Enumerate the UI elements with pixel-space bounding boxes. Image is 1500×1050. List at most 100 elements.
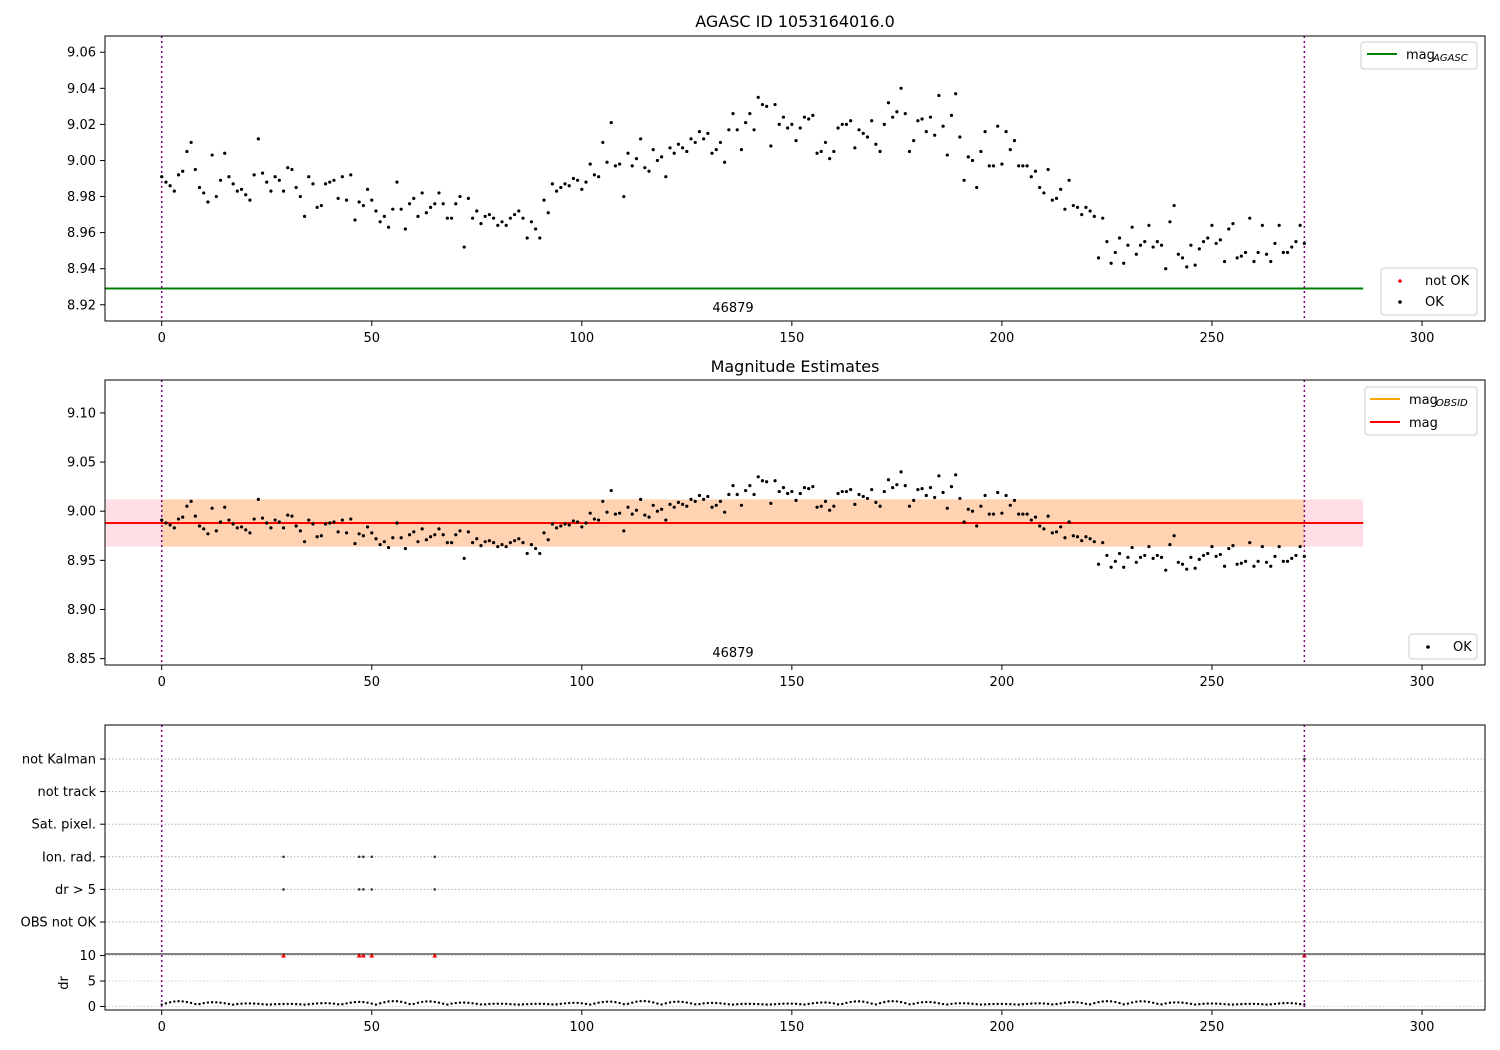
panel-3-dr-point	[488, 1002, 491, 1006]
panel-3-dr-point	[899, 1000, 903, 1004]
panel-2-point	[260, 516, 265, 520]
panel-1-point	[374, 209, 378, 213]
panel-1-legend-upper: mag AGASC	[1360, 41, 1478, 70]
panel-2-point	[664, 518, 668, 522]
panel-1-point	[693, 140, 697, 145]
panel-1-point	[399, 207, 403, 211]
panel-1-point	[508, 216, 512, 220]
panel-3-dr-point	[1147, 1000, 1151, 1004]
panel-2-point	[1025, 512, 1029, 516]
panel-1-point	[1269, 259, 1273, 264]
panel-1-point	[475, 209, 479, 213]
panel-3-dr-point	[185, 1000, 189, 1004]
panel-2-point	[853, 502, 857, 506]
panel-1-point	[386, 225, 391, 229]
panel-2-point	[454, 533, 458, 537]
panel-2-point	[386, 545, 391, 550]
panel-2-point	[752, 492, 756, 497]
panel-3-flag-point	[433, 855, 437, 859]
panel-2-point	[828, 508, 832, 512]
panel-2-point	[424, 538, 428, 542]
panel-3-dr-point	[1164, 1002, 1167, 1005]
panel-2-point	[277, 520, 281, 524]
panel-3-dr-point	[656, 1002, 659, 1005]
panel-2-point	[1101, 541, 1105, 545]
panel-3-dr-point	[311, 1002, 315, 1006]
panel-1-point	[185, 149, 189, 154]
panel-2-point	[189, 499, 193, 503]
panel-1-point	[1063, 207, 1067, 211]
panel-3-dr-point	[815, 1001, 819, 1005]
panel-2-point	[185, 504, 189, 508]
panel-1-point	[601, 140, 605, 145]
panel-agasc: AGASC ID 1053164016.0 8.92 8.94 8.96 8.98 9.…	[67, 12, 1486, 346]
panel-3-dr-point	[929, 1000, 932, 1004]
panel-1-point	[1210, 223, 1214, 227]
panel-1-point	[462, 245, 466, 249]
panel-3-dr-point	[458, 1001, 462, 1004]
panel-3-dr-point	[286, 1002, 289, 1006]
panel-3-dr-point	[492, 1002, 495, 1005]
panel-1-point	[176, 173, 181, 177]
panel-1-point	[651, 148, 655, 152]
panel-2-point	[1105, 553, 1109, 558]
panel-1-point	[332, 178, 336, 182]
panel-3-dr-point	[1202, 1002, 1205, 1006]
panel-1-point	[802, 115, 807, 119]
panel-2-point	[1218, 552, 1222, 557]
panel-3-dr-point	[168, 1001, 172, 1004]
panel-2-point	[949, 485, 954, 489]
panel-3-dr-point	[933, 1001, 936, 1004]
panel-3-flag-point	[370, 888, 374, 891]
panel-3-dr-point	[1017, 1003, 1020, 1006]
panel-2-point	[769, 501, 773, 505]
panel-1-point	[828, 157, 832, 161]
panel-3-dr-point	[773, 1002, 777, 1006]
panel-1-point	[256, 137, 260, 141]
panel-1-point	[286, 166, 290, 170]
panel-2-point	[374, 537, 378, 541]
panel-1-point	[1155, 240, 1159, 244]
panel-3-dr-point	[1185, 1002, 1188, 1005]
panel-3-dr-point	[1101, 1000, 1104, 1003]
panel-1-point	[710, 151, 714, 155]
panel-2-point	[681, 502, 685, 506]
panel-3-dr-point	[639, 999, 642, 1003]
panel-2-point	[630, 512, 634, 516]
panel-1-point	[832, 149, 836, 154]
panel-3-dr-point	[370, 1002, 373, 1005]
panel-3-dr-point	[631, 1001, 634, 1004]
panel-3-dr-point	[576, 1001, 579, 1005]
panel-1-point	[1109, 261, 1113, 265]
panel-2-point	[428, 535, 433, 539]
panel-3-dr-point	[920, 1001, 924, 1004]
panel-3-dr-point	[441, 1002, 445, 1005]
panel-1-point	[891, 115, 895, 119]
panel-1-point	[361, 203, 365, 208]
panel-1-point	[277, 178, 281, 182]
panel-3-dr-point	[967, 1002, 970, 1005]
panel-1-point	[395, 180, 399, 184]
panel-3-dr-point	[685, 1001, 689, 1004]
panel-3-dr-point	[975, 1002, 978, 1006]
panel-2-point	[1197, 557, 1201, 561]
panel-1-point	[1227, 227, 1231, 231]
panel-3-dr-point	[668, 1001, 672, 1004]
panel-3-dr-point	[727, 1003, 731, 1006]
panel-2-point	[697, 493, 702, 498]
panel-1-point	[1029, 175, 1033, 179]
panel-1-title: AGASC ID 1053164016.0	[695, 12, 895, 31]
panel-3-dr-point	[1004, 1002, 1008, 1006]
panel-2-point	[521, 541, 525, 545]
panel-1-point	[975, 185, 979, 190]
panel-3-dr-point	[757, 1002, 760, 1006]
panel-2-point	[563, 522, 567, 526]
panel-1-point	[861, 131, 865, 136]
panel-1-point	[836, 126, 840, 130]
panel-1-point	[1302, 241, 1306, 246]
panel-2-xtick-label: 200	[989, 675, 1014, 690]
panel-2-point	[924, 493, 928, 498]
panel-1-point	[160, 175, 164, 179]
panel-2-point	[991, 512, 996, 516]
panel-1-point	[491, 216, 496, 220]
